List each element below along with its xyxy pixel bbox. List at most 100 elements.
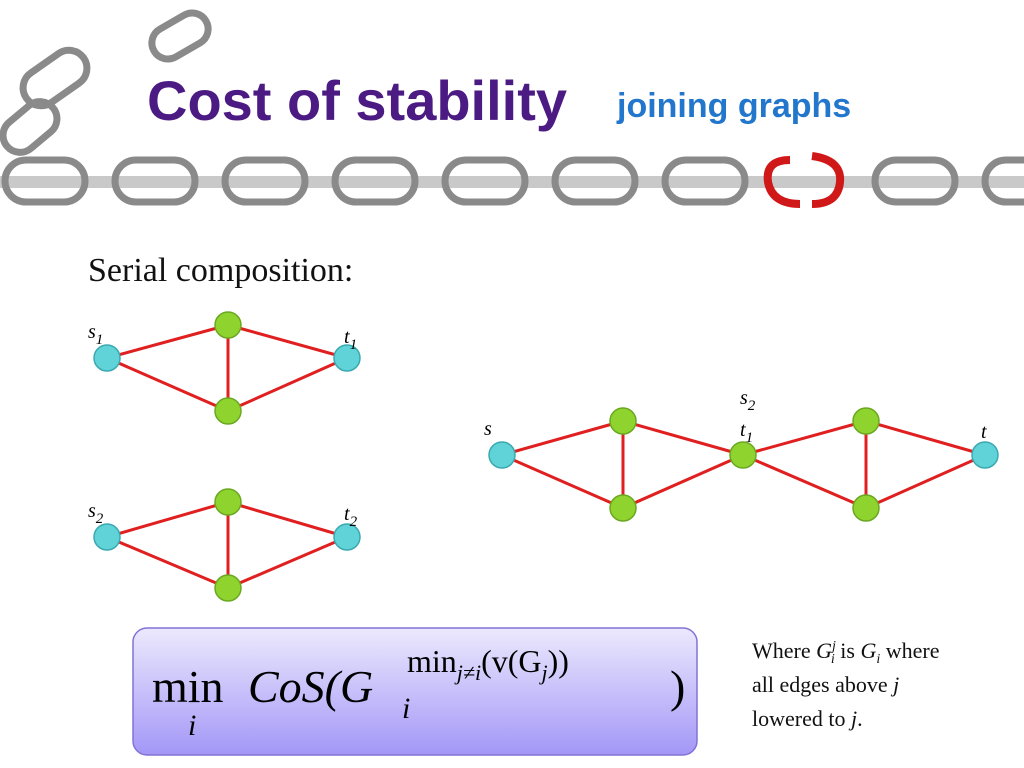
text-part: i (876, 652, 880, 667)
decoration (609, 494, 637, 522)
decoration (501, 419, 624, 457)
decoration (1, 156, 1024, 206)
formula-close: ) (670, 661, 685, 712)
graph: s1 t1 (88, 311, 361, 425)
decoration (729, 441, 757, 469)
decoration (852, 494, 880, 522)
text-part: j (890, 672, 899, 697)
node-label: s2 (740, 387, 756, 414)
decoration (852, 407, 880, 435)
node-label: s2 (88, 500, 104, 527)
text-part: 1 (96, 332, 104, 348)
decoration (622, 419, 744, 457)
decoration (214, 397, 242, 425)
text-part: j (830, 639, 836, 654)
text-part: t (344, 503, 350, 525)
formula-box (132, 627, 698, 756)
text-part: lowered to (752, 706, 851, 731)
text-part: all edges above (752, 672, 893, 697)
decoration (488, 441, 516, 469)
decoration (0, 176, 1024, 188)
text-part: j≠i (454, 660, 481, 685)
text-part: 2 (96, 511, 104, 527)
decoration (227, 535, 348, 590)
formula-sub: i (402, 692, 410, 725)
text-part: s (88, 500, 96, 522)
node-label: t1 (740, 419, 753, 446)
decoration (227, 323, 348, 360)
decoration (333, 523, 361, 551)
decoration (214, 311, 242, 339)
decoration (763, 152, 845, 208)
decoration (106, 323, 229, 360)
node-label: s (484, 418, 492, 440)
decoration (214, 574, 242, 602)
decoration (971, 441, 999, 469)
text-part: )) (548, 643, 569, 679)
subtitle: joining graphs (616, 87, 851, 125)
text-part: 1 (746, 430, 754, 446)
formula-op-sub: i (188, 709, 196, 742)
text-part: j (848, 706, 857, 731)
decoration (227, 356, 348, 413)
text-part: i (831, 652, 835, 667)
decoration (1, 156, 89, 206)
decoration (661, 156, 749, 206)
text-part: min (407, 643, 457, 679)
note: Where Gj i is Gi where all edges above j … (752, 638, 940, 731)
decoration (106, 356, 229, 413)
node-label: s1 (88, 321, 103, 348)
text-part: s (740, 387, 748, 409)
decoration (221, 156, 309, 206)
decoration (742, 419, 867, 457)
decoration (0, 98, 61, 156)
formula-func: CoS(G (248, 661, 373, 712)
text-part: 2 (748, 398, 756, 414)
node-label: t (981, 421, 987, 443)
decoration (331, 156, 419, 206)
decoration (871, 156, 959, 206)
decoration (106, 535, 229, 590)
text-part: (v(G (481, 643, 541, 679)
formula-op: min (152, 661, 224, 712)
text-part: t (740, 419, 746, 441)
decoration (865, 453, 986, 510)
decoration (214, 488, 242, 516)
text-part: . (857, 706, 863, 731)
decoration (93, 344, 121, 372)
title: Cost of stability (147, 69, 567, 132)
decoration (551, 156, 639, 206)
text-part: s (484, 418, 492, 440)
chain-decoration (0, 9, 1024, 208)
text-part: t (344, 326, 350, 348)
text-part: is (835, 638, 861, 663)
decoration (333, 344, 361, 372)
decoration (865, 419, 986, 457)
graph: s s2 t1 t (484, 387, 999, 522)
text-part: Where (752, 638, 816, 663)
decoration (111, 156, 199, 206)
note-line: lowered to j. (752, 706, 863, 731)
note-line: all edges above j (752, 672, 899, 697)
formula-exp: minj≠i(v(Gj)) (407, 643, 569, 685)
decoration (981, 156, 1024, 206)
formula: min i CoS(G i minj≠i(v(Gj)) ) (152, 643, 685, 742)
text-part: j (539, 660, 548, 685)
text-part: G (860, 638, 876, 663)
decoration (0, 9, 212, 156)
decoration (622, 453, 744, 510)
text-part: 1 (350, 337, 358, 353)
decoration (441, 156, 529, 206)
note-line: Where Gj i is Gi where (752, 638, 940, 667)
decoration (93, 523, 121, 551)
text-part: 2 (350, 514, 358, 530)
decoration (19, 46, 91, 110)
node-label: t1 (344, 326, 357, 353)
text-part: where (880, 638, 939, 663)
text-part: G (816, 638, 832, 663)
decoration (501, 453, 624, 510)
decoration (742, 453, 867, 510)
text-part: t (981, 421, 987, 443)
